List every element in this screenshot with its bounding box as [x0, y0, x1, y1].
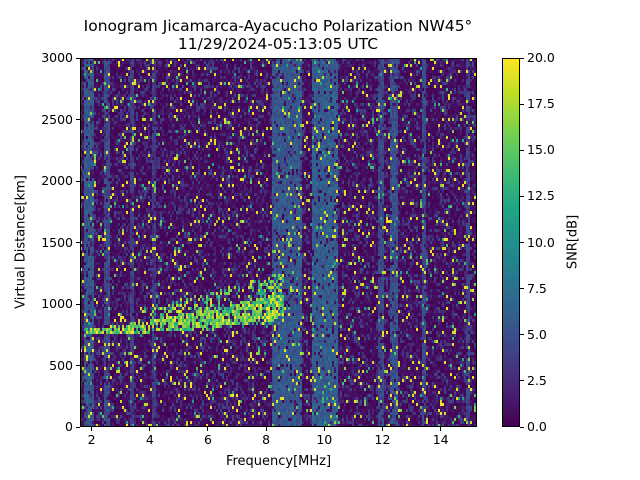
colorbar-tick-label: 0.0 [527, 419, 547, 434]
x-tick-label: 10 [316, 432, 333, 447]
y-tick-label: 0 [65, 419, 73, 434]
snr-heatmap [80, 58, 477, 427]
x-tick-mark [265, 427, 267, 431]
x-tick-mark [207, 427, 209, 431]
y-tick-mark [76, 180, 80, 182]
x-tick-mark [149, 427, 151, 431]
colorbar-tick-label: 15.0 [527, 142, 555, 158]
y-axis-label: Virtual Distance[km] [13, 175, 29, 309]
y-tick-mark [76, 303, 80, 305]
y-tick-label: 1000 [41, 296, 73, 311]
colorbar-tick-label: 12.5 [527, 188, 555, 204]
y-tick-label: 3000 [41, 50, 73, 65]
colorbar-tick-mark [520, 195, 524, 197]
x-tick-label: 8 [262, 432, 271, 447]
colorbar-tick-mark [520, 149, 524, 151]
y-tick-mark [76, 57, 80, 59]
x-tick-label: 2 [87, 432, 96, 447]
y-tick-label: 2500 [41, 111, 73, 127]
x-tick-label: 6 [203, 432, 212, 447]
colorbar-tick-mark [520, 288, 524, 290]
colorbar-tick-label: 20.0 [527, 50, 555, 65]
x-tick-mark [91, 427, 93, 431]
colorbar-tick-mark [520, 426, 524, 428]
y-tick-mark [76, 365, 80, 366]
colorbar-tick-mark [520, 57, 524, 59]
colorbar-tick-label: 2.5 [527, 372, 547, 388]
colorbar-label: SNR[dB] [565, 214, 581, 270]
x-tick-mark [381, 427, 383, 431]
x-tick-mark [440, 427, 442, 431]
colorbar-tick-label: 10.0 [527, 234, 555, 250]
y-tick-label: 500 [49, 357, 73, 373]
x-tick-label: 12 [374, 432, 391, 447]
colorbar [502, 58, 520, 427]
colorbar-tick-mark [520, 103, 524, 105]
x-tick-label: 14 [432, 432, 449, 447]
y-tick-label: 1500 [41, 234, 73, 250]
colorbar-tick-label: 17.5 [527, 96, 555, 112]
y-tick-label: 2000 [41, 173, 73, 188]
y-tick-mark [76, 426, 80, 428]
x-axis-label: Frequency[MHz] [225, 454, 332, 469]
colorbar-tick-label: 5.0 [527, 326, 547, 342]
x-tick-mark [323, 427, 325, 431]
y-tick-mark [76, 119, 80, 120]
colorbar-tick-mark [520, 334, 524, 336]
y-tick-mark [76, 242, 80, 243]
colorbar-tick-mark [520, 380, 524, 382]
colorbar-tick-mark [520, 242, 524, 243]
chart-subtitle: 11/29/2024-05:13:05 UTC [177, 35, 379, 53]
chart-title: Ionogram Jicamarca-Ayacucho Polarization… [83, 17, 473, 35]
colorbar-tick-label: 7.5 [527, 280, 547, 296]
heatmap-plot-area [80, 58, 477, 427]
colorbar-gradient [502, 58, 520, 427]
x-tick-label: 4 [145, 432, 154, 447]
